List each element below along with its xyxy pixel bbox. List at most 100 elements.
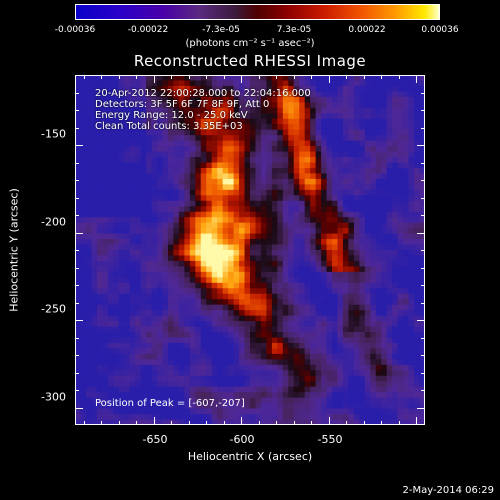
axis-tick-mark <box>224 75 225 79</box>
axis-tick-mark <box>421 215 425 216</box>
axis-tick-mark <box>329 75 330 83</box>
axis-tick-mark <box>84 421 85 425</box>
axis-tick-mark <box>206 421 207 425</box>
axis-tick-mark <box>364 421 365 425</box>
axis-tick-mark <box>417 145 425 146</box>
colorbar-tick: 0.00036 <box>421 25 459 35</box>
colorbar-tick: 0.00022 <box>348 25 386 35</box>
axis-tick-mark <box>421 180 425 181</box>
axis-tick-mark <box>189 75 190 79</box>
axis-tick-mark <box>84 75 85 79</box>
axis-tick-mark <box>421 268 425 269</box>
colorbar-tick: -0.00036 <box>54 25 96 35</box>
axis-tick-mark <box>417 320 425 321</box>
axis-tick-mark <box>399 421 400 425</box>
axis-tick-mark <box>171 75 172 79</box>
x-tick-label: -600 <box>229 433 255 446</box>
axis-tick-mark <box>75 250 79 251</box>
axis-tick-mark <box>421 198 425 199</box>
peak-position-annotation: Position of Peak = [-607,-207] <box>95 398 245 409</box>
axis-tick-mark <box>75 93 79 94</box>
axis-tick-mark <box>421 355 425 356</box>
axis-tick-mark <box>136 421 137 425</box>
axis-tick-mark <box>101 75 102 79</box>
axis-tick-mark <box>75 145 83 146</box>
axis-tick-mark <box>241 417 242 425</box>
axis-tick-mark <box>75 303 79 304</box>
timestamp-footer: 2-May-2014 06:29 <box>402 485 494 496</box>
axis-tick-mark <box>421 93 425 94</box>
axis-tick-mark <box>346 421 347 425</box>
axis-tick-mark <box>154 417 155 425</box>
axis-tick-mark <box>75 180 79 181</box>
counts-annotation: Clean Total counts: 3.35E+03 <box>95 121 243 132</box>
axis-tick-mark <box>171 421 172 425</box>
axis-tick-mark <box>75 163 79 164</box>
axis-tick-mark <box>75 390 79 391</box>
axis-tick-mark <box>294 421 295 425</box>
axis-tick-mark <box>421 390 425 391</box>
axis-tick-mark <box>311 421 312 425</box>
y-tick-label: -150 <box>41 127 66 141</box>
detectors-annotation: Detectors: 3F 5F 6F 7F 8F 9F, Att 0 <box>95 99 270 110</box>
y-tick-label: -200 <box>41 215 66 229</box>
axis-tick-mark <box>364 75 365 79</box>
axis-tick-mark <box>329 417 330 425</box>
heatmap <box>75 75 425 425</box>
colorbar-tick: -7.3e-05 <box>202 25 240 35</box>
axis-tick-mark <box>421 373 425 374</box>
x-tick-label: -650 <box>142 433 168 446</box>
axis-tick-mark <box>346 75 347 79</box>
y-tick-label: -250 <box>41 302 66 316</box>
energy-range-annotation: Energy Range: 12.0 - 25.0 keV <box>95 110 248 121</box>
y-tick-label: -300 <box>41 390 66 404</box>
axis-tick-mark <box>75 285 79 286</box>
axis-tick-mark <box>416 417 417 425</box>
axis-tick-mark <box>416 75 417 83</box>
axis-tick-mark <box>399 75 400 79</box>
axis-tick-mark <box>75 338 79 339</box>
colorbar <box>75 4 440 20</box>
axis-tick-mark <box>276 75 277 79</box>
axis-tick-mark <box>381 421 382 425</box>
axis-tick-mark <box>294 75 295 79</box>
axis-tick-mark <box>75 320 83 321</box>
axis-tick-mark <box>421 285 425 286</box>
axis-tick-mark <box>101 421 102 425</box>
axis-tick-mark <box>119 75 120 79</box>
colorbar-unit: (photons cm⁻² s⁻¹ asec⁻²) <box>185 38 315 49</box>
colorbar-tick: -0.00022 <box>127 25 169 35</box>
axis-tick-mark <box>421 250 425 251</box>
axis-tick-mark <box>421 110 425 111</box>
y-axis-label: Heliocentric Y (arcsec) <box>7 188 21 312</box>
axis-tick-mark <box>136 75 137 79</box>
axis-tick-mark <box>259 421 260 425</box>
x-axis-label: Heliocentric X (arcsec) <box>187 450 313 463</box>
axis-tick-mark <box>75 268 79 269</box>
axis-tick-mark <box>421 128 425 129</box>
axis-tick-mark <box>417 233 425 234</box>
axis-tick-mark <box>75 110 79 111</box>
axis-tick-mark <box>75 233 83 234</box>
axis-tick-mark <box>119 421 120 425</box>
axis-tick-mark <box>206 75 207 79</box>
x-tick-label: -550 <box>317 433 343 446</box>
axis-tick-mark <box>189 421 190 425</box>
colorbar-tick: 7.3e-05 <box>276 25 312 35</box>
axis-tick-mark <box>311 75 312 79</box>
rhessi-image <box>75 75 425 425</box>
axis-tick-mark <box>259 75 260 79</box>
axis-tick-mark <box>75 215 79 216</box>
axis-tick-mark <box>75 355 79 356</box>
axis-tick-mark <box>241 75 242 83</box>
axis-tick-mark <box>75 408 83 409</box>
axis-tick-mark <box>417 408 425 409</box>
axis-tick-mark <box>276 421 277 425</box>
axis-tick-mark <box>224 421 225 425</box>
axis-tick-mark <box>75 198 79 199</box>
axis-tick-mark <box>421 338 425 339</box>
time-range-annotation: 20-Apr-2012 22:00:28.000 to 22:04:16.000 <box>95 88 311 99</box>
axis-tick-mark <box>421 163 425 164</box>
axis-tick-mark <box>154 75 155 83</box>
axis-tick-mark <box>381 75 382 79</box>
